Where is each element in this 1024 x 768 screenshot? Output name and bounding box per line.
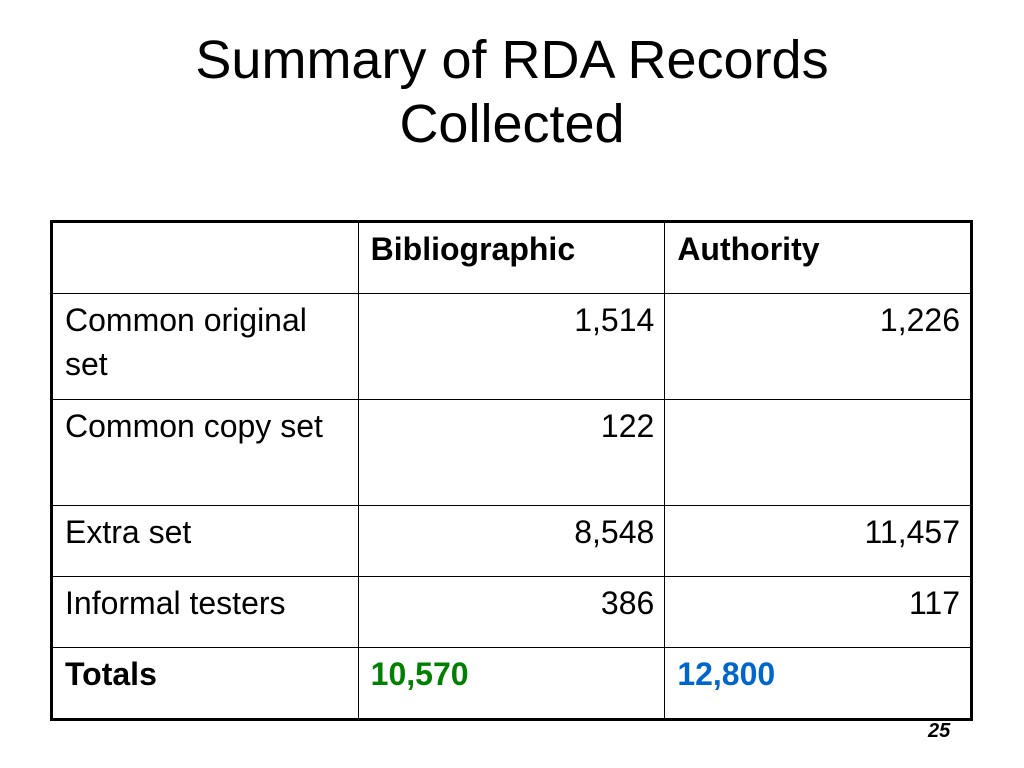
totals-row: Totals 10,570 12,800 [51, 647, 972, 720]
totals-label: Totals [51, 647, 359, 720]
header-empty-cell [51, 221, 359, 294]
row-label: Informal testers [51, 576, 359, 648]
authority-value: 117 [664, 576, 972, 648]
table-row: Informal testers 386 117 [51, 576, 972, 648]
authority-value [664, 399, 972, 506]
authority-value: 1,226 [664, 293, 972, 400]
bibliographic-value: 1,514 [357, 293, 666, 400]
bibliographic-value: 8,548 [357, 505, 666, 577]
records-summary-table: Bibliographic Authority Common original … [50, 220, 973, 721]
table-row: Extra set 8,548 11,457 [51, 505, 972, 577]
row-label: Common original set [51, 293, 359, 400]
table-row: Common copy set 122 [51, 399, 972, 506]
totals-authority-value: 12,800 [664, 647, 972, 720]
table-row: Common original set 1,514 1,226 [51, 293, 972, 400]
row-label: Common copy set [51, 399, 359, 506]
slide-title: Summary of RDA Records Collected [0, 28, 1024, 156]
bibliographic-value: 122 [357, 399, 666, 506]
authority-value: 11,457 [664, 505, 972, 577]
page-number: 25 [928, 720, 951, 742]
totals-bibliographic-value: 10,570 [357, 647, 666, 720]
slide-title-line-1: Summary of RDA Records [195, 30, 829, 90]
row-label: Extra set [51, 505, 359, 577]
header-bibliographic: Bibliographic [357, 221, 666, 294]
slide-title-line-2: Collected [399, 94, 625, 154]
table-header-row: Bibliographic Authority [51, 221, 972, 294]
header-authority: Authority [664, 221, 972, 294]
bibliographic-value: 386 [357, 576, 666, 648]
